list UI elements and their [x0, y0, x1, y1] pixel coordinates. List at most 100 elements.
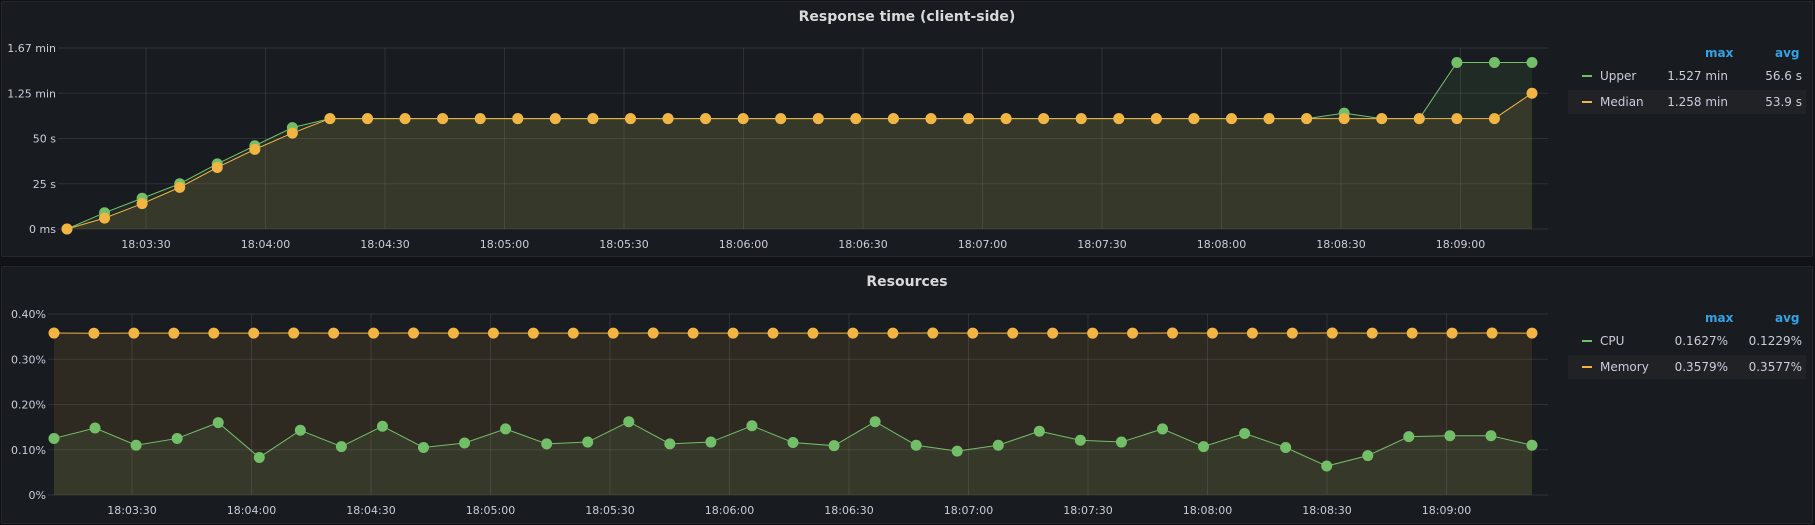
data-point-memory[interactable]: [248, 327, 260, 339]
data-point-median[interactable]: [1413, 113, 1425, 125]
data-point-median[interactable]: [399, 113, 411, 125]
data-point-median[interactable]: [587, 113, 599, 125]
data-point-memory[interactable]: [607, 327, 619, 339]
data-point-cpu[interactable]: [212, 417, 224, 429]
data-point-cpu[interactable]: [1239, 427, 1251, 439]
data-point-cpu[interactable]: [828, 440, 840, 452]
data-point-memory[interactable]: [88, 327, 100, 339]
data-point-median[interactable]: [850, 113, 862, 125]
data-point-cpu[interactable]: [171, 432, 183, 444]
data-point-cpu[interactable]: [1198, 441, 1210, 453]
data-point-median[interactable]: [1000, 113, 1012, 125]
data-point-upper[interactable]: [1451, 56, 1463, 68]
data-point-median[interactable]: [1488, 113, 1500, 125]
legend-item-upper[interactable]: Upper 1.527 min 56.6 s: [1568, 64, 1806, 88]
data-point-memory[interactable]: [48, 327, 60, 339]
data-point-memory[interactable]: [727, 327, 739, 339]
data-point-memory[interactable]: [807, 327, 819, 339]
data-point-median[interactable]: [737, 113, 749, 125]
data-point-cpu[interactable]: [294, 424, 306, 436]
legend-header-max[interactable]: max: [1705, 311, 1734, 325]
data-point-median[interactable]: [286, 127, 298, 139]
data-point-cpu[interactable]: [418, 441, 429, 453]
data-point-memory[interactable]: [1166, 327, 1178, 339]
data-point-median[interactable]: [249, 143, 261, 155]
data-point-median[interactable]: [1263, 113, 1275, 125]
data-point-memory[interactable]: [1406, 327, 1418, 339]
data-point-cpu[interactable]: [335, 441, 347, 453]
legend-header-avg[interactable]: avg: [1775, 46, 1800, 60]
data-point-memory[interactable]: [1127, 327, 1139, 339]
data-point-cpu[interactable]: [1403, 431, 1415, 443]
data-point-cpu[interactable]: [951, 445, 963, 457]
data-point-memory[interactable]: [767, 327, 779, 339]
data-point-memory[interactable]: [1446, 327, 1458, 339]
data-point-cpu[interactable]: [746, 420, 758, 432]
data-point-cpu[interactable]: [1280, 441, 1292, 453]
data-point-memory[interactable]: [1087, 327, 1099, 339]
data-point-memory[interactable]: [328, 327, 340, 339]
data-point-memory[interactable]: [967, 327, 979, 339]
data-point-median[interactable]: [1188, 113, 1200, 125]
data-point-cpu[interactable]: [89, 422, 101, 434]
data-point-memory[interactable]: [487, 327, 499, 339]
data-point-median[interactable]: [99, 212, 111, 224]
data-point-cpu[interactable]: [705, 436, 717, 448]
data-point-cpu[interactable]: [1157, 423, 1168, 435]
data-point-cpu[interactable]: [582, 436, 594, 448]
data-point-cpu[interactable]: [1321, 460, 1333, 472]
data-point-memory[interactable]: [1007, 327, 1019, 339]
data-point-memory[interactable]: [408, 327, 420, 339]
data-point-median[interactable]: [512, 113, 524, 125]
data-point-memory[interactable]: [208, 327, 220, 339]
data-point-cpu[interactable]: [459, 437, 471, 449]
data-point-median[interactable]: [437, 113, 449, 125]
data-point-memory[interactable]: [368, 327, 380, 339]
data-point-median[interactable]: [700, 113, 712, 125]
data-point-memory[interactable]: [447, 327, 459, 339]
data-point-cpu[interactable]: [1074, 434, 1086, 446]
data-point-cpu[interactable]: [910, 439, 922, 451]
data-point-median[interactable]: [549, 113, 561, 125]
data-point-memory[interactable]: [1047, 327, 1059, 339]
data-point-median[interactable]: [624, 113, 636, 125]
data-point-memory[interactable]: [887, 327, 899, 339]
data-point-median[interactable]: [211, 161, 223, 173]
data-point-memory[interactable]: [687, 327, 699, 339]
data-point-median[interactable]: [963, 113, 975, 125]
data-point-median[interactable]: [1376, 113, 1388, 125]
data-point-median[interactable]: [1451, 113, 1463, 125]
data-point-median[interactable]: [324, 113, 336, 125]
data-point-memory[interactable]: [1246, 327, 1258, 339]
data-point-cpu[interactable]: [130, 439, 142, 451]
data-point-cpu[interactable]: [253, 451, 265, 463]
data-point-memory[interactable]: [1286, 327, 1298, 339]
data-point-memory[interactable]: [567, 327, 579, 339]
data-point-median[interactable]: [1526, 87, 1538, 99]
data-point-median[interactable]: [1338, 113, 1350, 125]
data-point-median[interactable]: [1225, 113, 1237, 125]
data-point-median[interactable]: [136, 198, 148, 210]
data-point-cpu[interactable]: [500, 423, 512, 435]
data-point-cpu[interactable]: [1485, 430, 1497, 442]
data-point-cpu[interactable]: [1444, 430, 1456, 442]
data-point-memory[interactable]: [1526, 327, 1538, 339]
data-point-median[interactable]: [362, 113, 374, 125]
data-point-cpu[interactable]: [623, 416, 635, 428]
data-point-median[interactable]: [1038, 113, 1050, 125]
data-point-median[interactable]: [925, 113, 937, 125]
data-point-memory[interactable]: [1326, 327, 1338, 339]
data-point-median[interactable]: [61, 223, 73, 235]
data-point-cpu[interactable]: [48, 432, 60, 444]
data-point-cpu[interactable]: [376, 420, 388, 432]
data-point-median[interactable]: [1113, 113, 1125, 125]
data-point-median[interactable]: [662, 113, 674, 125]
data-point-memory[interactable]: [168, 327, 180, 339]
data-point-memory[interactable]: [1486, 327, 1498, 339]
data-point-memory[interactable]: [647, 327, 659, 339]
data-point-median[interactable]: [1301, 113, 1313, 125]
data-point-cpu[interactable]: [1115, 436, 1127, 448]
data-point-cpu[interactable]: [992, 439, 1004, 451]
data-point-cpu[interactable]: [1033, 425, 1045, 437]
data-point-median[interactable]: [775, 113, 787, 125]
